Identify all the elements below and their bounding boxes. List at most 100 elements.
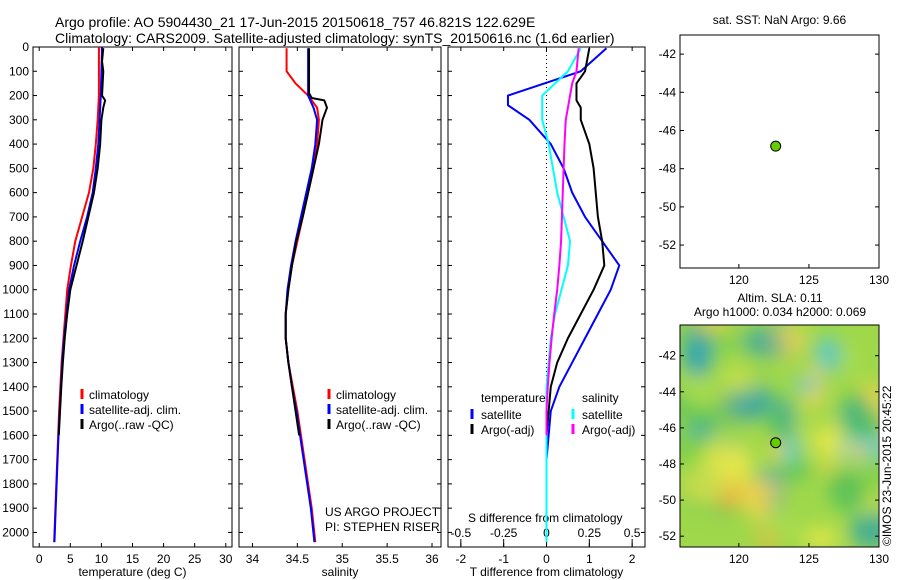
sla-blob <box>693 325 732 333</box>
lon-tick-label: 130 <box>869 273 889 287</box>
sla-blob <box>844 391 870 412</box>
x-tick-label: 10 <box>95 552 109 566</box>
lat-tick-label: -52 <box>659 529 677 543</box>
legend-label: Argo(-adj) <box>481 423 534 437</box>
series-line-difference-2 <box>541 47 582 543</box>
lat-tick-label: -42 <box>659 349 677 363</box>
project-annotation: US ARGO PROJECT <box>325 505 440 519</box>
sla-blob <box>724 363 759 394</box>
series-line-difference-1 <box>545 48 606 436</box>
imos-credit-label: ©IMOS 23-Jun-2015 20:45:22 <box>880 385 894 546</box>
s-tick-label: -0.25 <box>490 526 518 540</box>
depth-tick-label: 1300 <box>2 356 29 370</box>
depth-tick-label: 1500 <box>2 404 29 418</box>
sla-blob <box>682 335 713 378</box>
series-line-salinity-0 <box>284 48 320 543</box>
sla-blobs <box>680 325 879 547</box>
depth-tick-label: 1200 <box>2 331 29 345</box>
lon-tick-label: 125 <box>799 552 819 566</box>
depth-tick-label: 1100 <box>3 307 29 321</box>
lat-tick-label: -44 <box>659 85 677 99</box>
x-tick-label: 34 <box>246 552 260 566</box>
x-tick-label: 0 <box>36 552 43 566</box>
sla-blob <box>845 342 863 382</box>
depth-tick-label: 1800 <box>2 477 29 491</box>
depth-tick-label: 100 <box>9 64 29 78</box>
legend-label: satellite <box>582 408 623 422</box>
series-line-salinity-2 <box>284 48 328 436</box>
argo-location-marker <box>770 140 782 152</box>
depth-tick-label: 1400 <box>2 380 29 394</box>
sla-blob <box>768 410 786 443</box>
x-tick-label: -2 <box>456 552 467 566</box>
lat-tick-label: -50 <box>659 493 677 507</box>
depth-tick-label: 400 <box>9 137 29 151</box>
sla-blob <box>849 512 879 547</box>
depth-tick-label: 500 <box>9 161 29 175</box>
x-tick-label: 25 <box>188 552 202 566</box>
series-line-temperature-1 <box>53 46 104 543</box>
sla-blob <box>759 512 800 540</box>
sla-blob <box>681 376 714 410</box>
legend-label: satellite-adj. clim. <box>89 403 181 417</box>
x-tick-label: 35 <box>336 552 350 566</box>
legend-label: Argo(-adj) <box>582 423 635 437</box>
series-line-temperature-2 <box>57 48 107 436</box>
series-line-difference-3 <box>545 48 580 436</box>
lon-tick-label: 130 <box>869 552 889 566</box>
x-tick-label: 1 <box>586 552 593 566</box>
figure-title-line1: Argo profile: AO 5904430_21 17-Jun-2015 … <box>55 14 536 30</box>
figure-title-line2: Climatology: CARS2009. Satellite-adjuste… <box>55 30 615 46</box>
lon-tick-label: 125 <box>799 273 819 287</box>
sla-title-line1: Altim. SLA: 0.11 <box>737 291 822 305</box>
argo-location-marker <box>770 437 782 449</box>
sla-blob <box>732 445 751 478</box>
depth-tick-label: 1700 <box>2 453 29 467</box>
s-tick-label: -0.5 <box>451 526 472 540</box>
x-tick-label: 15 <box>126 552 140 566</box>
sst-map-title: sat. SST: NaN Argo: 9.66 <box>713 13 847 27</box>
sla-blob <box>830 471 868 513</box>
lat-tick-label: -52 <box>659 238 677 252</box>
depth-tick-label: 2000 <box>2 525 29 539</box>
x-axis-label: T difference from climatology <box>470 565 624 579</box>
depth-tick-label: 700 <box>9 210 29 224</box>
sla-blob <box>780 438 801 464</box>
lat-tick-label: -44 <box>659 385 677 399</box>
depth-tick-label: 600 <box>9 186 29 200</box>
legend-label: climatology <box>89 388 149 402</box>
depth-tick-label: 800 <box>9 234 29 248</box>
lon-tick-label: 120 <box>729 273 749 287</box>
series-line-temperature-0 <box>53 47 100 543</box>
legend-title-salinity: salinity <box>582 391 619 405</box>
s-axis-label: S difference from climatology <box>468 511 623 525</box>
depth-tick-label: 0 <box>22 40 29 54</box>
depth-tick-label: 900 <box>9 258 29 272</box>
sla-blob <box>735 477 780 506</box>
sla-blob <box>802 527 841 547</box>
sla-blob <box>771 328 804 346</box>
x-tick-label: 20 <box>157 552 171 566</box>
sla-blob <box>840 411 879 438</box>
pi-annotation: PI: STEPHEN RISER <box>325 520 440 534</box>
sla-blob <box>792 377 822 392</box>
depth-tick-label: 1600 <box>2 428 29 442</box>
depth-tick-label: 300 <box>9 113 29 127</box>
series-line-difference-0 <box>506 47 621 543</box>
lat-tick-label: -46 <box>659 421 677 435</box>
x-axis-label: temperature (deg C) <box>78 565 186 579</box>
x-tick-label: 0 <box>543 552 550 566</box>
legend-label: satellite-adj. clim. <box>336 403 428 417</box>
sla-blob <box>779 464 814 480</box>
x-tick-label: -1 <box>498 552 509 566</box>
x-tick-label: 36 <box>425 552 439 566</box>
x-tick-label: 30 <box>219 552 233 566</box>
lat-tick-label: -42 <box>659 47 677 61</box>
sla-title-line2: Argo h1000: 0.034 h2000: 0.069 <box>694 305 866 319</box>
sla-blob <box>814 335 841 373</box>
legend-label: Argo(..raw -QC) <box>89 418 174 432</box>
x-axis-label: salinity <box>322 565 359 579</box>
lon-tick-label: 120 <box>729 552 749 566</box>
sla-blob <box>810 426 846 458</box>
